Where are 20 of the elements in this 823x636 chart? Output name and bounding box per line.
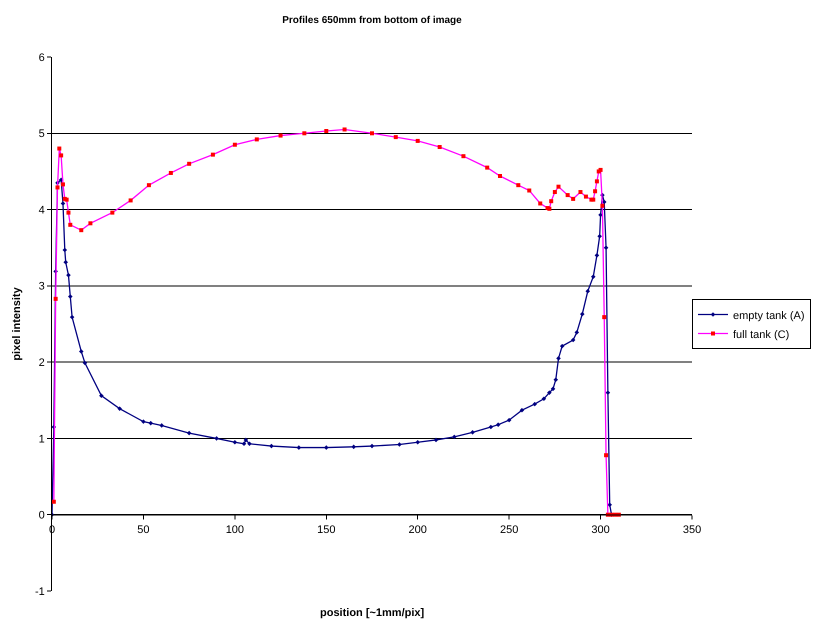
- y-tick-label: 4: [38, 204, 45, 216]
- y-tick-label: 6: [38, 52, 45, 64]
- y-tick-label: 1: [38, 433, 45, 446]
- y-tick-label: 0: [38, 510, 45, 522]
- legend-label: full tank (C): [733, 328, 790, 341]
- chart-title: Profiles 650mm from bottom of image: [282, 14, 462, 26]
- x-tick-label: 350: [682, 524, 702, 536]
- x-tick-label: 250: [500, 524, 518, 536]
- x-tick-label: 100: [226, 524, 244, 536]
- y-tick-label: 3: [38, 280, 45, 293]
- x-tick-label: 50: [137, 524, 150, 536]
- y-tick-label: 5: [38, 128, 45, 140]
- y-tick-label: -1: [35, 586, 45, 598]
- y-axis-title: pixel intensity: [11, 286, 23, 361]
- x-tick-label: 300: [591, 524, 610, 536]
- x-axis-title: position [~1mm/pix]: [320, 607, 425, 619]
- legend-label: empty tank (A): [733, 310, 805, 322]
- x-tick-label: 200: [408, 524, 427, 536]
- y-tick-label: 2: [38, 356, 45, 369]
- x-tick-label: 150: [317, 524, 336, 536]
